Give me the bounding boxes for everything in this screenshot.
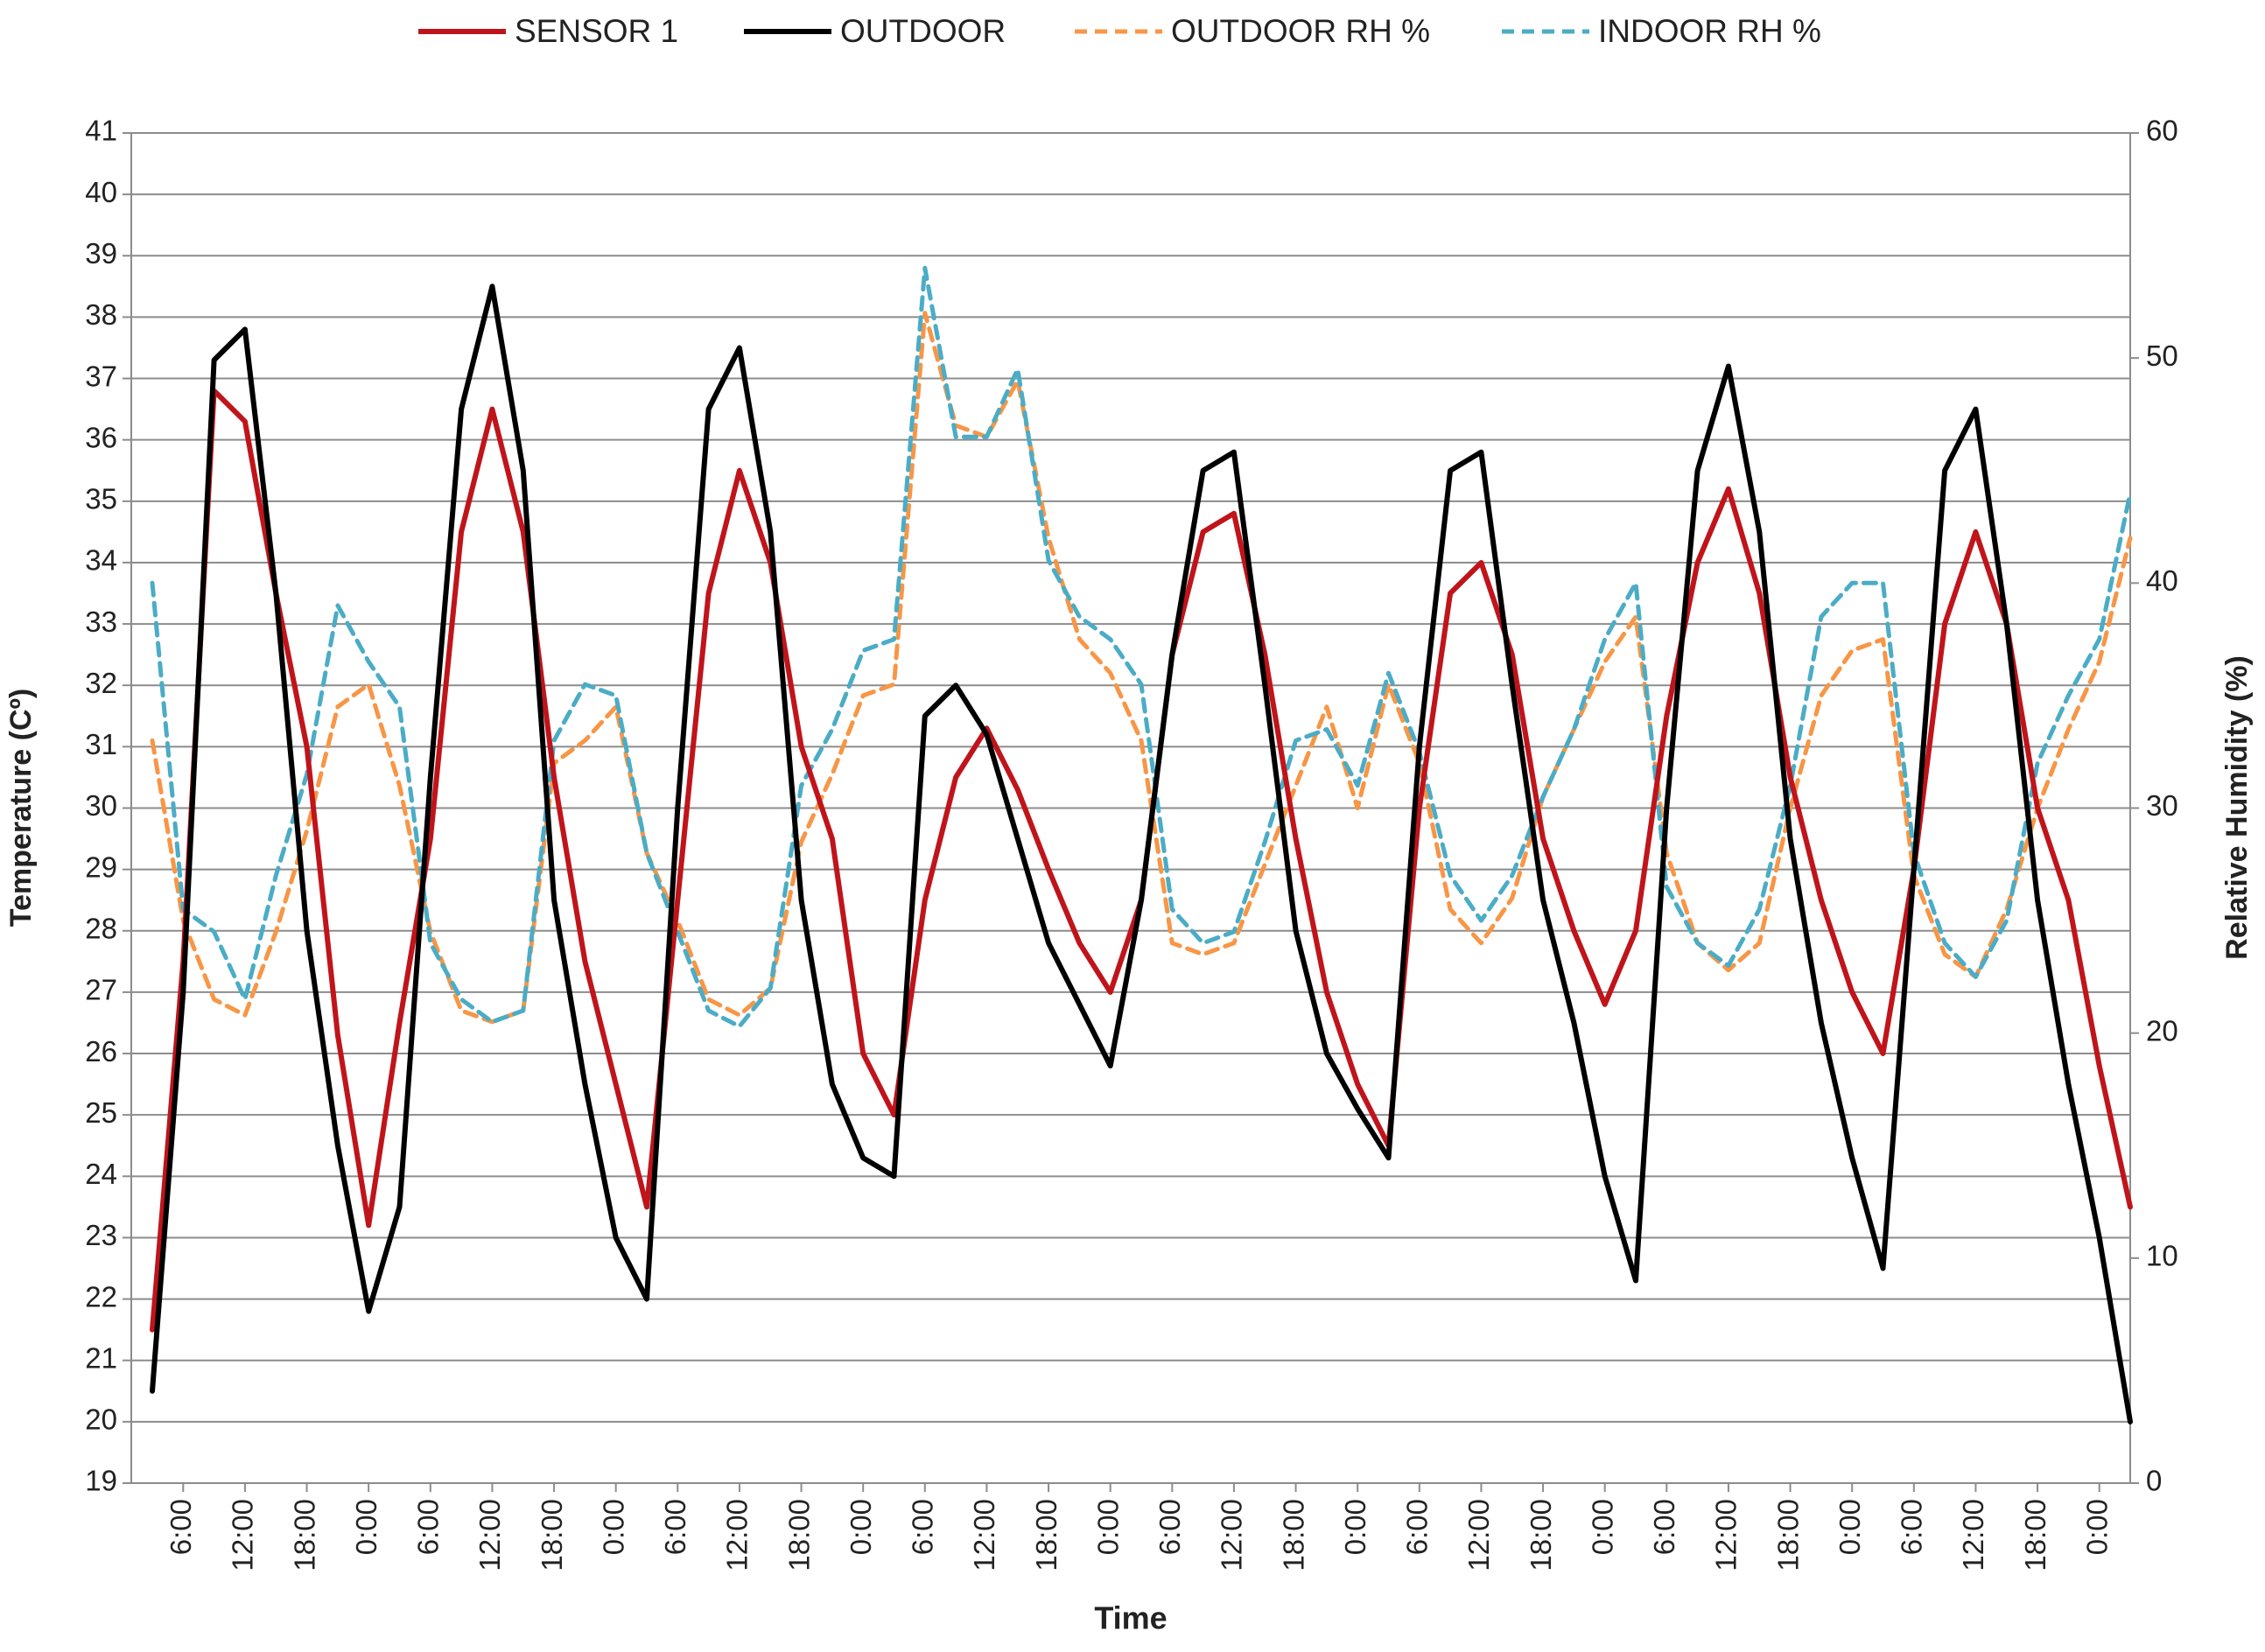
y-tick-label: 41 — [85, 115, 117, 147]
x-tick-label: 18:00 — [536, 1499, 568, 1572]
x-tick-label: 0:00 — [1834, 1499, 1866, 1555]
legend: SENSOR 1 OUTDOOR OUTDOOR RH % INDOOR RH % — [418, 13, 1821, 49]
x-tick-label: 18:00 — [1525, 1499, 1557, 1572]
y2-tick-label: 0 — [2146, 1465, 2162, 1497]
y-tick-label: 31 — [85, 728, 117, 760]
y-tick-label: 20 — [85, 1404, 117, 1436]
y-tick-label: 39 — [85, 237, 117, 270]
y2-tick-label: 20 — [2146, 1014, 2178, 1046]
y-tick-label: 40 — [85, 176, 117, 208]
y-tick-label: 24 — [85, 1158, 117, 1190]
y-tick-label: 25 — [85, 1096, 117, 1129]
y2-tick-label: 60 — [2146, 115, 2178, 147]
x-tick-label: 0:00 — [1586, 1499, 1618, 1555]
x-tick-label: 6:00 — [165, 1499, 197, 1555]
x-tick-label: 12:00 — [473, 1499, 506, 1572]
legend-label: OUTDOOR — [840, 13, 1006, 49]
y-tick-label: 26 — [85, 1035, 117, 1068]
x-axis-title: Time — [1094, 1600, 1167, 1636]
y-tick-label: 36 — [85, 421, 117, 453]
x-tick-label: 6:00 — [412, 1499, 445, 1555]
y-tick-label: 34 — [85, 544, 117, 577]
x-tick-label: 6:00 — [1648, 1499, 1680, 1555]
x-tick-label: 18:00 — [1277, 1499, 1309, 1572]
y2-axis-title: Relative Humidity (%) — [2220, 655, 2254, 960]
x-tick-label: 0:00 — [845, 1499, 877, 1555]
legend-label: INDOOR RH % — [1598, 13, 1821, 49]
x-tick-label: 18:00 — [782, 1499, 815, 1572]
y-tick-label: 35 — [85, 483, 117, 515]
x-tick-label: 18:00 — [1771, 1499, 1804, 1572]
series-line — [150, 311, 2133, 1025]
y2-tick-label: 30 — [2146, 789, 2178, 822]
x-tick-label: 6:00 — [1896, 1499, 1928, 1555]
x-tick-label: 12:00 — [721, 1499, 754, 1572]
x-tick-label: 0:00 — [597, 1499, 629, 1555]
y-axis-title: Temperature (Cº) — [4, 689, 38, 928]
series-line — [150, 265, 2133, 1029]
y2-tick-label: 50 — [2146, 340, 2178, 372]
y-tick-label: 28 — [85, 912, 117, 944]
y-tick-label: 22 — [85, 1280, 117, 1312]
x-tick-label: 0:00 — [1091, 1499, 1124, 1555]
x-tick-label: 0:00 — [1339, 1499, 1371, 1555]
x-tick-label: 18:00 — [2019, 1499, 2051, 1572]
x-tick-label: 6:00 — [1401, 1499, 1434, 1555]
x-tick-label: 0:00 — [350, 1499, 382, 1555]
y-tick-label: 32 — [85, 667, 117, 699]
series-line — [150, 284, 2133, 1424]
y2-tick-label: 40 — [2146, 564, 2178, 597]
x-tick-label: 12:00 — [227, 1499, 259, 1572]
y-tick-label: 21 — [85, 1341, 117, 1374]
x-tick-label: 6:00 — [907, 1499, 939, 1555]
x-tick-label: 12:00 — [968, 1499, 1000, 1572]
x-tick-label: 6:00 — [659, 1499, 691, 1555]
y-tick-label: 37 — [85, 360, 117, 392]
y-tick-label: 19 — [85, 1465, 117, 1497]
x-tick-label: 18:00 — [1030, 1499, 1062, 1572]
y-tick-label: 30 — [85, 789, 117, 822]
x-tick-label: 6:00 — [1154, 1499, 1186, 1555]
y-tick-label: 27 — [85, 974, 117, 1006]
x-tick-label: 18:00 — [288, 1499, 320, 1572]
y-tick-label: 38 — [85, 298, 117, 331]
legend-label: SENSOR 1 — [515, 13, 678, 49]
y-tick-label: 29 — [85, 850, 117, 883]
y2-tick-label: 10 — [2146, 1240, 2178, 1272]
x-tick-label: 12:00 — [1710, 1499, 1743, 1572]
x-tick-label: 12:00 — [1462, 1499, 1495, 1572]
x-tick-label: 0:00 — [2080, 1499, 2113, 1555]
legend-label: OUTDOOR RH % — [1171, 13, 1430, 49]
y-tick-label: 23 — [85, 1219, 117, 1251]
y-tick-label: 33 — [85, 606, 117, 638]
x-tick-label: 12:00 — [1216, 1499, 1248, 1572]
x-tick-label: 12:00 — [1957, 1499, 1989, 1572]
